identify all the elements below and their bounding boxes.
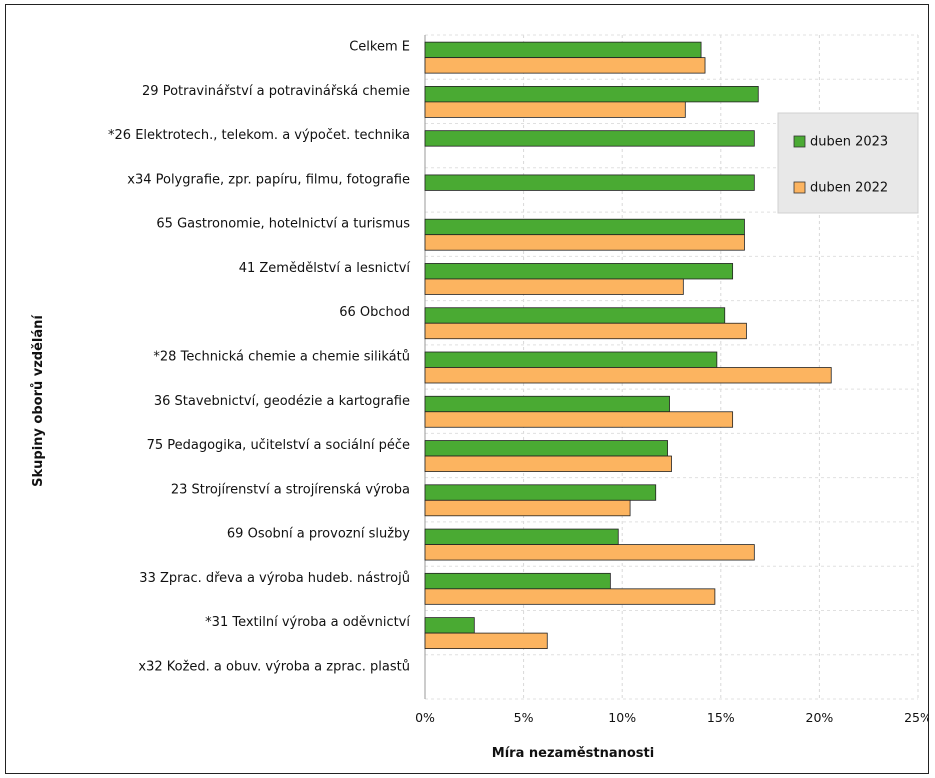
legend-label: duben 2023 — [810, 135, 888, 150]
bar-series-2 — [424, 57, 706, 74]
x-tick-label: 25% — [904, 710, 928, 725]
legend-swatch — [793, 135, 806, 148]
bar-series-1 — [424, 130, 755, 147]
bar-series-2 — [424, 588, 716, 605]
bar-series-1 — [424, 263, 734, 280]
category-label: *28 Technická chemie a chemie silikátů — [153, 350, 410, 365]
category-label: 29 Potravinářství a potravinářská chemie — [142, 84, 410, 99]
bar-series-2 — [424, 101, 686, 118]
bar-series-2 — [424, 544, 755, 561]
category-label: 36 Stavebnictví, geodézie a kartografie — [154, 394, 410, 409]
legend-box — [777, 112, 919, 214]
legend: duben 2023 duben 2022 — [777, 112, 919, 214]
bar-series-1 — [424, 41, 702, 59]
x-tick-label: 15% — [707, 710, 735, 725]
bar-series-2 — [424, 234, 745, 251]
x-tick-label: 10% — [608, 710, 636, 725]
bar-series-1 — [424, 572, 611, 590]
category-labels: Celkem E 29 Potravinářství a potravinářsk… — [108, 40, 410, 675]
x-tick-label: 20% — [806, 710, 834, 725]
category-label: 69 Osobní a provozní služby — [227, 527, 410, 542]
bar-series-2 — [424, 411, 734, 428]
chart-frame: Celkem E 29 Potravinářství a potravinářsk… — [5, 4, 929, 774]
category-label: 66 Obchod — [339, 305, 410, 320]
bar-series-1 — [424, 218, 745, 236]
legend-label: duben 2022 — [810, 181, 888, 196]
bar-series-1 — [424, 395, 670, 413]
legend-swatch — [793, 181, 806, 194]
bar-series-1 — [424, 617, 475, 634]
bar-series-1 — [424, 484, 657, 501]
bar-series-1 — [424, 86, 759, 103]
bar-series-2 — [424, 278, 684, 295]
category-label: *31 Textilní výroba a oděvnictví — [205, 615, 410, 630]
bar-chart: Celkem E 29 Potravinářství a potravinářsk… — [31, 34, 928, 761]
x-tick-label: 5% — [514, 710, 534, 725]
category-label: Celkem E — [349, 40, 410, 55]
category-label: *26 Elektrotech., telekom. a výpočet. te… — [108, 128, 410, 143]
bars — [424, 41, 832, 649]
bar-series-1 — [424, 528, 619, 545]
bar-series-2 — [424, 455, 672, 472]
category-label: 65 Gastronomie, hotelnictví a turismus — [156, 217, 410, 232]
category-label: 75 Pedagogika, učitelství a sociální péč… — [147, 438, 410, 453]
x-axis-title: Míra nezaměstnanosti — [492, 746, 654, 761]
bar-series-2 — [424, 367, 832, 384]
bar-series-2 — [424, 499, 631, 517]
category-label: x34 Polygrafie, zpr. papíru, filmu, foto… — [127, 172, 410, 187]
category-label: 41 Zemědělství a lesnictví — [239, 261, 411, 276]
category-label: 33 Zprac. dřeva a výroba hudeb. nástrojů — [139, 571, 410, 586]
bar-series-1 — [424, 307, 726, 324]
bar-series-1 — [424, 174, 755, 191]
x-tick-labels: 0% 5% 10% 15% 20% 25% — [415, 710, 928, 725]
x-tick-label: 0% — [415, 710, 435, 725]
bar-series-2 — [424, 632, 548, 649]
bar-series-2 — [424, 322, 747, 340]
y-axis-title: Skupiny oborů vzdělání — [31, 314, 46, 487]
bar-series-1 — [424, 351, 718, 368]
bar-series-1 — [424, 440, 668, 457]
category-label: 23 Strojírenství a strojírenská výroba — [171, 482, 410, 497]
category-label: x32 Kožed. a obuv. výroba a zprac. plast… — [138, 659, 410, 674]
